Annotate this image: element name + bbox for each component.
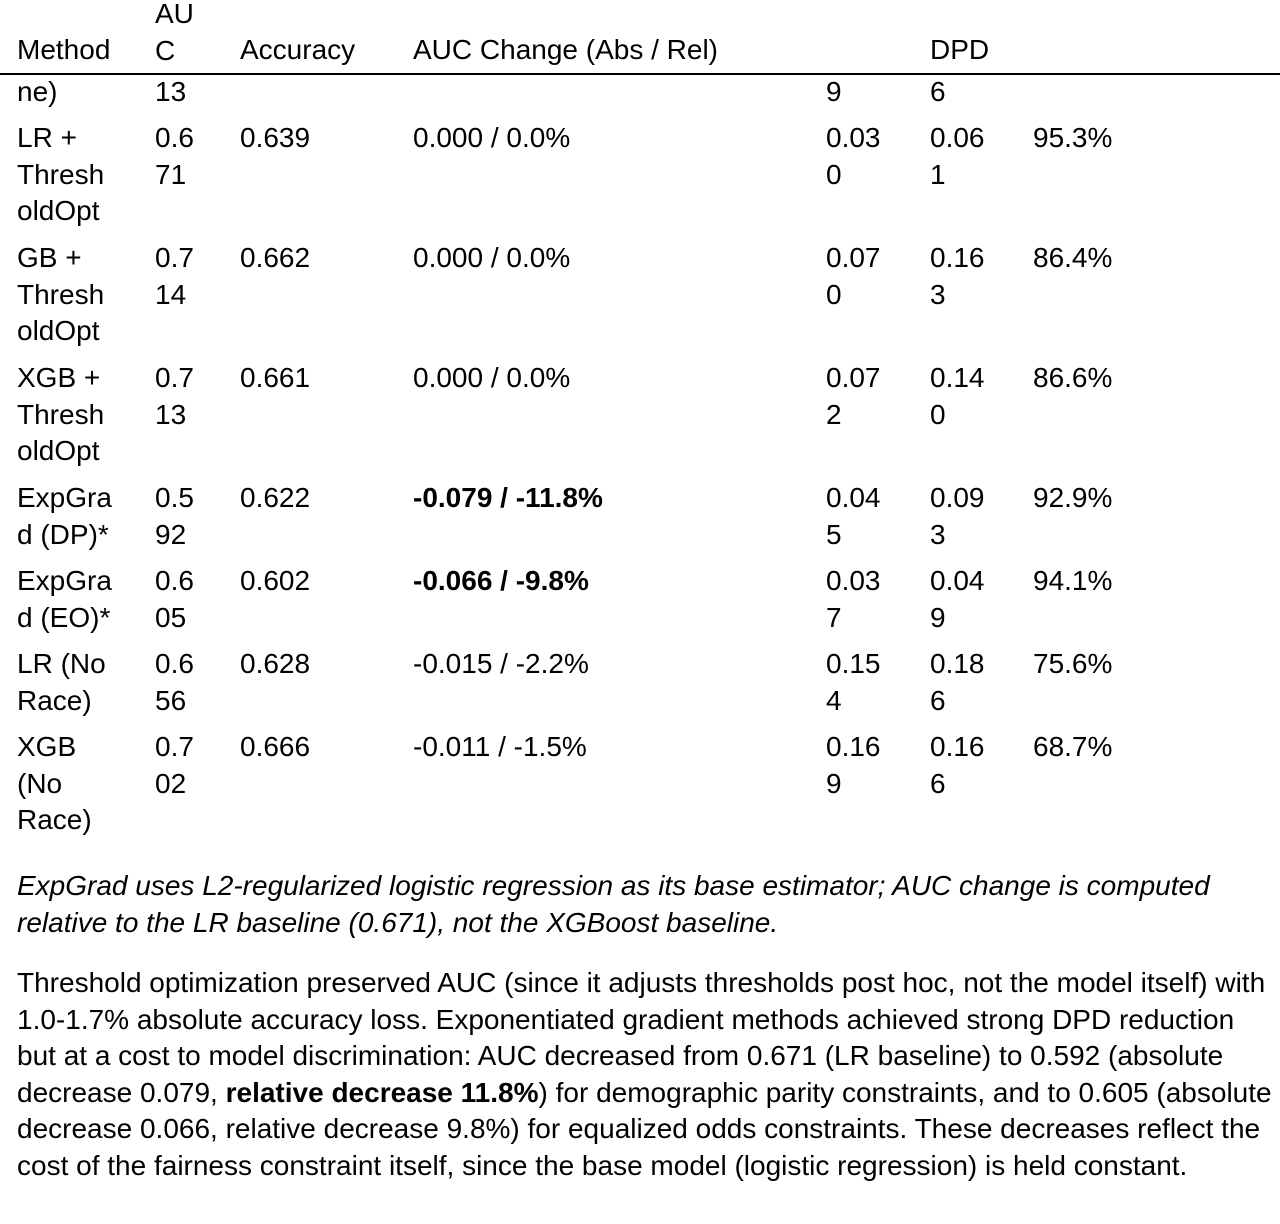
row-2-method: XGB + Thresh oldOpt: [17, 362, 105, 466]
row-2-auc-change: 0.000 / 0.0%: [413, 362, 571, 393]
row-1-accuracy: 0.662: [240, 242, 311, 273]
row-6-dpd: 0.16 6: [930, 731, 985, 799]
row-0-dpd: 0.06 1: [930, 122, 985, 190]
row-6-method: XGB (No Race): [17, 731, 92, 835]
row-2-col5: 0.07 2: [826, 362, 881, 430]
row-3-col7: 92.9%: [1033, 482, 1113, 513]
paragraph-part-2: ) for demographic parity constraints, an…: [17, 1076, 1272, 1181]
row-5-col7: 75.6%: [1033, 648, 1113, 679]
row-3-accuracy: 0.622: [240, 482, 311, 513]
row-1-col5: 0.07 0: [826, 242, 881, 310]
row-3-auc: 0.5 92: [155, 482, 194, 550]
partial-row-method: ne): [17, 76, 58, 107]
row-6-accuracy: 0.666: [240, 731, 311, 762]
row-0-col5: 0.03 0: [826, 122, 881, 190]
row-0-method: LR + Thresh oldOpt: [17, 122, 105, 226]
row-3-auc-change: -0.079 / -11.8%: [413, 482, 603, 513]
row-1-auc: 0.7 14: [155, 242, 194, 310]
header-accuracy: Accuracy: [240, 34, 356, 65]
row-5-auc: 0.6 56: [155, 648, 194, 716]
row-1-method: GB + Thresh oldOpt: [17, 242, 105, 346]
row-0-auc-change: 0.000 / 0.0%: [413, 122, 571, 153]
row-4-dpd: 0.04 9: [930, 565, 985, 633]
row-0-auc: 0.6 71: [155, 122, 194, 190]
row-2-accuracy: 0.661: [240, 362, 311, 393]
row-0-accuracy: 0.639: [240, 122, 311, 153]
row-5-auc-change: -0.015 / -2.2%: [413, 648, 589, 679]
row-5-method: LR (No Race): [17, 648, 106, 716]
partial-row-auc: 13: [155, 76, 187, 107]
header-method: Method: [17, 34, 111, 65]
body-paragraph: Threshold optimization preserved AUC (si…: [17, 965, 1272, 1184]
row-3-dpd: 0.09 3: [930, 482, 985, 550]
row-2-dpd: 0.14 0: [930, 362, 985, 430]
row-4-col5: 0.03 7: [826, 565, 881, 633]
row-6-auc: 0.7 02: [155, 731, 194, 799]
row-5-dpd: 0.18 6: [930, 648, 985, 716]
row-2-col7: 86.6%: [1033, 362, 1113, 393]
table-note: ExpGrad uses L2-regularized logistic reg…: [17, 870, 1210, 938]
row-1-col7: 86.4%: [1033, 242, 1113, 273]
header-rule: [0, 73, 1280, 75]
row-6-col5: 0.16 9: [826, 731, 881, 799]
row-3-method: ExpGra d (DP)*: [17, 482, 112, 550]
row-6-auc-change: -0.011 / -1.5%: [413, 731, 587, 762]
partial-row-col5: 9: [826, 76, 842, 107]
row-6-col7: 68.7%: [1033, 731, 1113, 762]
row-4-auc-change: -0.066 / -9.8%: [413, 565, 589, 596]
row-1-auc-change: 0.000 / 0.0%: [413, 242, 571, 273]
partial-row-dpd: 6: [930, 76, 946, 107]
row-5-col5: 0.15 4: [826, 648, 881, 716]
row-2-auc: 0.7 13: [155, 362, 194, 430]
row-4-col7: 94.1%: [1033, 565, 1113, 596]
row-5-accuracy: 0.628: [240, 648, 311, 679]
row-0-col7: 95.3%: [1033, 122, 1113, 153]
row-3-col5: 0.04 5: [826, 482, 881, 550]
paragraph-part-1: Threshold optimization preserved AUC (si…: [17, 967, 1266, 1108]
header-auc-change: AUC Change (Abs / Rel): [413, 34, 719, 65]
row-4-auc: 0.6 05: [155, 565, 194, 633]
row-4-accuracy: 0.602: [240, 565, 311, 596]
header-auc: AU C: [155, 0, 194, 66]
header-dpd: DPD: [930, 34, 990, 65]
row-4-method: ExpGra d (EO)*: [17, 565, 112, 633]
paragraph-bold-phrase: relative decrease 11.8%: [225, 1076, 539, 1108]
row-1-dpd: 0.16 3: [930, 242, 985, 310]
